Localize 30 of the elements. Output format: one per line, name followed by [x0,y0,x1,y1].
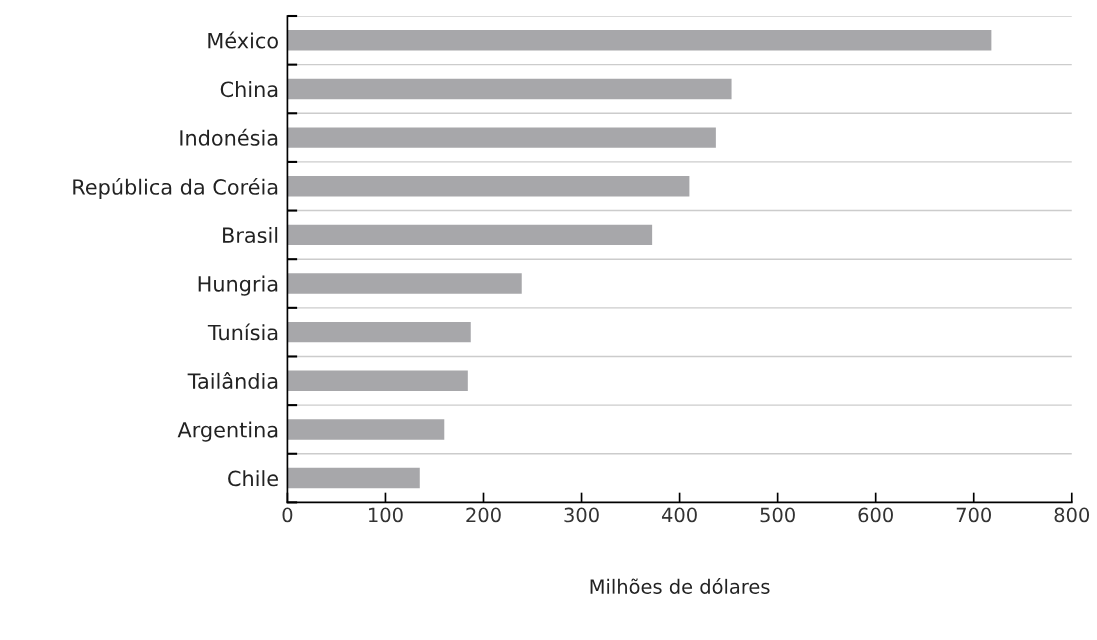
y-tick-label: Chile [228,470,278,487]
x-tick-label: 600 [858,507,893,523]
x-tick-label: 300 [564,507,599,523]
x-tick-label: 400 [661,507,697,523]
bar [287,127,716,148]
bar [287,321,471,343]
bar [287,224,653,246]
y-tick-label: República da Coréia [73,177,278,199]
bar [287,78,732,100]
bar [287,176,690,197]
x-tick-label: 500 [760,507,795,523]
x-axis-title: Milhões de dólares [590,578,770,594]
y-tick-label: Tailândia [187,372,278,390]
x-tick-label: 0 [282,507,293,523]
y-tick-label: Argentina [177,421,278,442]
bar [287,419,445,440]
bar [287,370,468,392]
x-tick-label: 800 [1054,507,1090,523]
bar [287,30,992,51]
x-tick-label: 700 [956,507,991,523]
y-tick-label: Brasil [223,226,278,244]
y-tick-label: Hungria [198,275,278,296]
bar [287,273,522,294]
y-tick-label: México [208,31,278,49]
y-tick-label: China [220,81,278,98]
bar [287,467,420,489]
x-tick-label: 200 [466,507,501,523]
y-tick-label: Tunísia [207,323,278,341]
x-tick-label: 100 [369,507,403,523]
y-tick-label: Indonésia [180,128,278,146]
